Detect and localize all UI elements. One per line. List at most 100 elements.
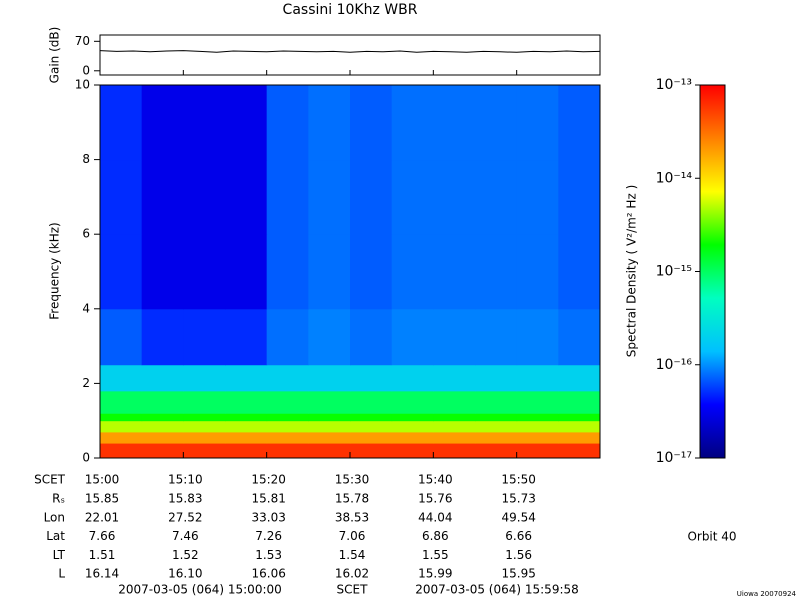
gain-label: Gain (dB) [48,27,62,84]
ephemeris-value: 15.78 [335,492,369,506]
heat-cell [183,420,226,433]
ephemeris-value: 15.95 [501,567,535,581]
heat-cell [100,431,143,444]
heat-cell [516,234,559,310]
heat-cell [391,431,434,444]
y-axis-label: Frequency (kHz) [48,222,62,319]
heat-cell [141,159,184,235]
ephemeris-value: 15.76 [418,492,452,506]
colorbar-tick-label: 10⁻¹⁶ [656,357,693,373]
heat-cell [516,420,559,433]
x-tick-label: 15:50 [501,473,536,487]
heat-cell [516,364,559,392]
heat-cell [475,364,518,392]
heat-cell [308,431,351,444]
heat-cell [475,413,518,422]
ephemeris-value: 6.66 [505,529,532,543]
ephemeris-value: 6.86 [422,529,449,543]
heat-cell [391,420,434,433]
heat-cell [350,234,393,310]
heat-cell [475,85,518,161]
heat-cell [558,308,601,366]
x-tick-label: 15:30 [335,473,370,487]
heat-cell [558,431,601,444]
heat-cell [475,431,518,444]
ephemeris-value: 1.51 [89,548,116,562]
ephemeris-value: 22.01 [85,510,119,524]
heat-cell [308,85,351,161]
colorbar-tick-label: 10⁻¹⁷ [656,450,692,466]
heat-cell [350,85,393,161]
heat-cell [433,390,476,414]
ephemeris-value: 15.99 [418,567,452,581]
heat-cell [100,234,143,310]
ephemeris-value: 44.04 [418,510,452,524]
y-tick-label: 4 [82,301,90,315]
y-tick-label: 70 [75,34,90,48]
heat-cell [516,431,559,444]
credit: Uiowa 20070924 [737,590,797,598]
heat-cell [141,431,184,444]
y-tick-label: 10 [75,78,90,92]
heat-cell [475,443,518,459]
x-tick-label: 15:00 [85,473,120,487]
heat-cell [266,443,309,459]
heat-cell [558,159,601,235]
heat-cell [100,308,143,366]
heat-cell [350,364,393,392]
heat-cell [266,431,309,444]
heat-cell [558,443,601,459]
heat-cell [141,390,184,414]
heat-cell [141,234,184,310]
footer-start: 2007-03-05 (064) 15:00:00 [118,583,282,597]
ephemeris-value: 16.06 [251,567,285,581]
heat-cell [100,390,143,414]
ephemeris-value: 7.66 [89,529,116,543]
heat-cell [266,159,309,235]
heat-cell [433,85,476,161]
heat-cell [183,234,226,310]
heat-cell [350,420,393,433]
heat-cell [350,390,393,414]
heat-cell [141,420,184,433]
ephemeris-value: 1.54 [339,548,366,562]
ephemeris-value: 7.06 [339,529,366,543]
heat-cell [475,420,518,433]
heat-cell [391,308,434,366]
heat-cell [225,390,268,414]
ephemeris-value: 7.46 [172,529,199,543]
heat-cell [475,159,518,235]
heat-cell [391,390,434,414]
heat-cell [308,413,351,422]
heat-cell [516,85,559,161]
ephemeris-value: 1.55 [422,548,449,562]
y-tick-label: 0 [82,63,90,77]
heat-cell [266,420,309,433]
heat-cell [308,364,351,392]
ephemeris-label: L [58,567,65,581]
ephemeris-label: Lon [44,510,65,524]
heat-cell [266,234,309,310]
heat-cell [433,234,476,310]
heat-cell [558,364,601,392]
heat-cell [308,159,351,235]
heat-cell [433,364,476,392]
heat-cell [266,85,309,161]
heat-cell [141,85,184,161]
scet-label: SCET [34,473,66,487]
heat-cell [516,413,559,422]
heat-cell [141,413,184,422]
heat-cell [266,413,309,422]
heat-cell [225,364,268,392]
colorbar-tick-label: 10⁻¹³ [656,77,692,93]
heat-cell [183,390,226,414]
ephemeris-label: LT [53,548,66,562]
ephemeris-value: 15.83 [168,492,202,506]
y-tick-label: 2 [82,376,90,390]
heat-cell [308,234,351,310]
heat-cell [308,390,351,414]
heat-cell [183,308,226,366]
ephemeris-label: Lat [46,529,65,543]
x-tick-label: 15:10 [168,473,203,487]
